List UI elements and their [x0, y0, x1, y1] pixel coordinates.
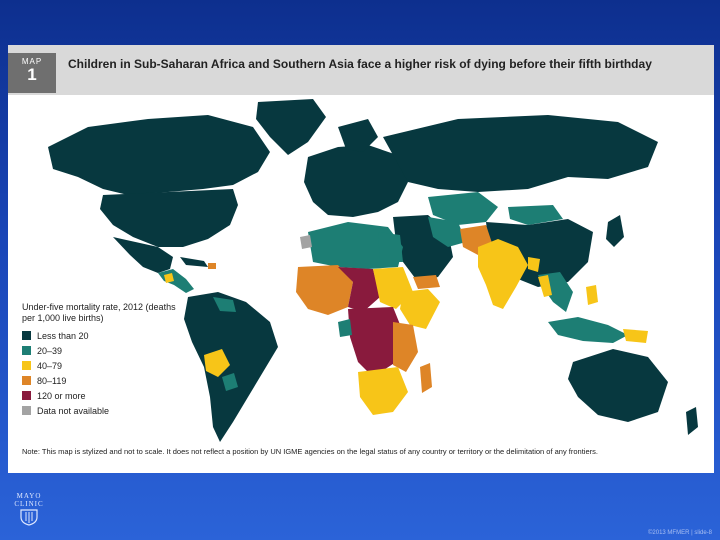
region-guyanas: [213, 297, 236, 312]
legend-label: 20–39: [37, 345, 63, 356]
region-indonesia: [548, 317, 628, 343]
region-north-america-north: [48, 115, 270, 195]
map-legend: Under-five mortality rate, 2012 (deaths …: [20, 300, 184, 422]
legend-item: Data not available: [22, 403, 182, 418]
region-madagascar: [420, 363, 432, 393]
region-mongolia: [508, 205, 563, 225]
region-yemen: [413, 275, 440, 289]
region-new-zealand: [686, 407, 698, 435]
region-paraguay: [222, 373, 238, 391]
legend-title: Under-five mortality rate, 2012 (deaths …: [22, 302, 176, 323]
mayo-clinic-logo: MAYO CLINIC: [8, 492, 50, 532]
region-bangladesh: [528, 257, 540, 272]
region-central-asia: [428, 192, 498, 225]
map-note: Note: This map is stylized and not to sc…: [22, 447, 598, 456]
map-title: Children in Sub-Saharan Africa and South…: [68, 57, 652, 71]
legend-item: 20–39: [22, 343, 182, 358]
region-west-africa: [296, 265, 353, 315]
region-philippines: [586, 285, 598, 305]
region-mexico: [113, 237, 173, 273]
legend-label: 120 or more: [37, 390, 86, 401]
region-egypt: [378, 232, 403, 262]
legend-item: 40–79: [22, 358, 182, 373]
legend-item: Less than 20: [22, 328, 182, 343]
region-australia: [568, 349, 668, 422]
region-scandinavia: [338, 119, 378, 152]
region-india: [478, 239, 528, 309]
region-gabon: [338, 319, 352, 337]
region-usa: [100, 189, 238, 247]
region-east-africa: [393, 322, 418, 372]
legend-label: 40–79: [37, 360, 63, 371]
legend-item: 120 or more: [22, 388, 182, 403]
region-guatemala: [164, 273, 174, 283]
legend-swatch: [22, 406, 31, 415]
region-southern-africa: [358, 367, 408, 415]
region-japan: [606, 215, 624, 247]
region-sahel: [338, 267, 380, 312]
legend-label: Less than 20: [37, 330, 89, 341]
region-greenland: [256, 99, 326, 155]
region-europe: [304, 145, 408, 217]
region-ethiopia-somalia: [400, 289, 440, 329]
legend-swatch: [22, 346, 31, 355]
legend-swatch: [22, 376, 31, 385]
legend-item: 80–119: [22, 373, 182, 388]
region-south-america: [184, 292, 278, 442]
map-header: MAP 1 Children in Sub-Saharan Africa and…: [8, 45, 714, 95]
legend-swatch: [22, 331, 31, 340]
region-iran: [428, 217, 466, 247]
region-central-africa: [348, 307, 403, 377]
region-caribbean: [180, 257, 208, 267]
world-map: [48, 99, 698, 442]
logo-line-1: MAYO: [16, 492, 42, 500]
slide-panel: MAP 1 Children in Sub-Saharan Africa and…: [8, 45, 714, 473]
legend-swatch: [22, 361, 31, 370]
region-central-america: [158, 269, 194, 293]
logo-line-2: CLINIC: [14, 500, 44, 508]
region-papua: [623, 329, 648, 343]
map-number-tag: MAP 1: [8, 53, 56, 93]
legend-label: Data not available: [37, 405, 110, 416]
map-label: MAP: [21, 57, 43, 66]
region-russia: [383, 115, 658, 192]
shield-icon: [20, 509, 38, 526]
region-no-data: [300, 235, 312, 249]
region-haiti: [208, 263, 216, 269]
legend-swatch: [22, 391, 31, 400]
slide-footer: ©2013 MFMER | slide-8: [648, 530, 712, 536]
map-number: 1: [27, 65, 37, 84]
region-bolivia: [204, 349, 230, 377]
region-myanmar: [538, 275, 552, 297]
legend-label: 80–119: [37, 375, 67, 386]
